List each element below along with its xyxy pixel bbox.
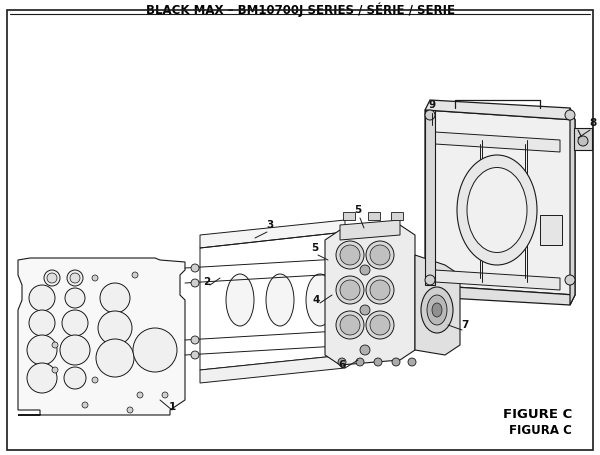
Circle shape: [52, 342, 58, 348]
Text: 4: 4: [313, 295, 320, 305]
Polygon shape: [425, 285, 575, 305]
Polygon shape: [570, 108, 575, 305]
Ellipse shape: [306, 274, 334, 326]
Circle shape: [29, 285, 55, 311]
Circle shape: [82, 402, 88, 408]
Circle shape: [67, 270, 83, 286]
Circle shape: [392, 358, 400, 366]
Circle shape: [191, 351, 199, 359]
Text: 3: 3: [266, 220, 274, 230]
Circle shape: [27, 335, 57, 365]
Text: 5: 5: [311, 243, 319, 253]
Text: FIGURE C: FIGURE C: [503, 409, 572, 421]
Circle shape: [336, 241, 364, 269]
Polygon shape: [435, 270, 560, 290]
Ellipse shape: [432, 303, 442, 317]
Polygon shape: [200, 220, 345, 248]
Circle shape: [44, 270, 60, 286]
Polygon shape: [325, 225, 415, 365]
Text: 8: 8: [589, 118, 596, 128]
Circle shape: [366, 311, 394, 339]
Circle shape: [425, 110, 435, 120]
Bar: [391, 212, 403, 220]
Bar: [574, 128, 592, 150]
Circle shape: [27, 363, 57, 393]
Circle shape: [578, 136, 588, 146]
Circle shape: [336, 276, 364, 304]
Circle shape: [65, 288, 85, 308]
Circle shape: [191, 264, 199, 272]
Circle shape: [360, 305, 370, 315]
Text: BLACK MAX – BM10700J SERIES / SÉRIE / SERIE: BLACK MAX – BM10700J SERIES / SÉRIE / SE…: [146, 3, 455, 17]
Circle shape: [96, 339, 134, 377]
Circle shape: [92, 275, 98, 281]
Polygon shape: [340, 220, 400, 240]
Circle shape: [162, 392, 168, 398]
Circle shape: [370, 245, 390, 265]
Circle shape: [62, 310, 88, 336]
Circle shape: [370, 280, 390, 300]
Ellipse shape: [226, 274, 254, 326]
Circle shape: [98, 311, 132, 345]
Circle shape: [133, 328, 177, 372]
Bar: [368, 212, 380, 220]
Text: 1: 1: [169, 402, 176, 412]
Circle shape: [100, 283, 130, 313]
Circle shape: [338, 358, 346, 366]
Polygon shape: [18, 258, 185, 415]
Ellipse shape: [427, 295, 447, 325]
Ellipse shape: [421, 287, 453, 333]
Polygon shape: [435, 132, 560, 152]
Circle shape: [191, 336, 199, 344]
Circle shape: [137, 392, 143, 398]
Circle shape: [360, 345, 370, 355]
Circle shape: [340, 245, 360, 265]
Circle shape: [127, 407, 133, 413]
Circle shape: [374, 358, 382, 366]
Text: 9: 9: [428, 100, 436, 110]
Ellipse shape: [457, 155, 537, 265]
Ellipse shape: [467, 167, 527, 253]
Circle shape: [360, 265, 370, 275]
Circle shape: [29, 310, 55, 336]
Circle shape: [565, 110, 575, 120]
Circle shape: [366, 276, 394, 304]
Circle shape: [52, 367, 58, 373]
Circle shape: [92, 377, 98, 383]
Circle shape: [425, 275, 435, 285]
Circle shape: [64, 367, 86, 389]
Circle shape: [356, 358, 364, 366]
Polygon shape: [425, 110, 575, 295]
Text: 2: 2: [203, 277, 211, 287]
Text: 6: 6: [338, 360, 346, 370]
Text: 7: 7: [461, 320, 469, 330]
Circle shape: [336, 311, 364, 339]
Circle shape: [408, 358, 416, 366]
Circle shape: [70, 273, 80, 283]
Text: 5: 5: [355, 205, 362, 215]
Ellipse shape: [266, 274, 294, 326]
Polygon shape: [200, 355, 345, 383]
Bar: [540, 215, 562, 245]
Circle shape: [565, 275, 575, 285]
Circle shape: [47, 273, 57, 283]
Text: FIGURA C: FIGURA C: [509, 424, 572, 436]
Circle shape: [340, 315, 360, 335]
Circle shape: [191, 279, 199, 287]
Bar: [343, 212, 355, 220]
Circle shape: [60, 335, 90, 365]
Circle shape: [132, 272, 138, 278]
Circle shape: [366, 241, 394, 269]
Circle shape: [340, 280, 360, 300]
Polygon shape: [425, 100, 575, 120]
Circle shape: [370, 315, 390, 335]
Polygon shape: [415, 255, 460, 355]
Polygon shape: [425, 110, 435, 285]
